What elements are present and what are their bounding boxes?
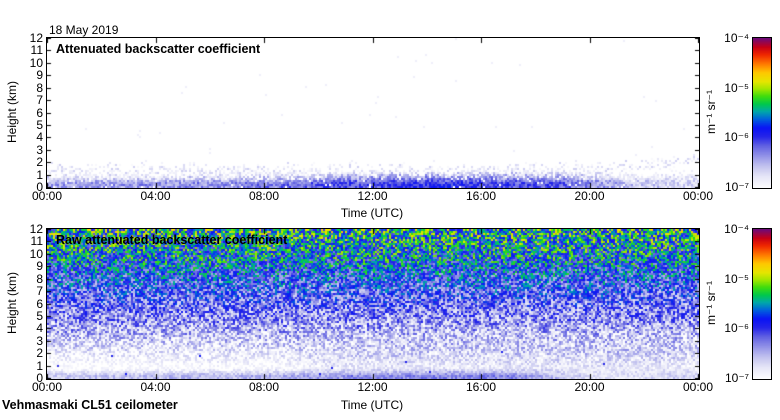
y-tick-label: 3: [36, 334, 43, 348]
colorbar-unit-label-raw: m⁻¹ sr⁻¹: [704, 281, 718, 325]
x-tick-label: 20:00: [574, 380, 605, 394]
colorbar-tick-label: 10⁻⁷: [724, 371, 749, 385]
y-tick-label: 11: [30, 234, 43, 248]
colorbar-tick-label: 10⁻⁶: [724, 130, 749, 144]
y-tick-label: 9: [36, 259, 43, 273]
date-label: 18 May 2019: [49, 23, 119, 37]
x-tick-label: 00:00: [682, 380, 714, 394]
x-tick-label: 08:00: [248, 380, 280, 394]
x-tick-label: 12:00: [357, 189, 388, 203]
colorbar-tick-label: 10⁻⁷: [724, 180, 749, 194]
x-tick-label: 12:00: [357, 380, 388, 394]
y-tick-label: 1: [36, 359, 43, 373]
y-tick-label: 3: [36, 143, 43, 157]
x-axis-label-raw: Time (UTC): [340, 398, 404, 412]
colorbar-tick-label: 10⁻⁶: [724, 321, 749, 335]
y-tick-label: 6: [36, 297, 43, 311]
heatmap-canvas-attenuated: [46, 37, 700, 189]
y-tick-label: 8: [36, 81, 43, 95]
x-tick-label: 04:00: [140, 380, 171, 394]
y-tick-label: 9: [36, 68, 43, 82]
y-tick-label: 12: [29, 31, 43, 45]
y-tick-label: 1: [36, 168, 43, 182]
y-tick-label: 0: [36, 180, 43, 194]
y-tick-label: 2: [36, 155, 43, 169]
heatmap-canvas-raw: [46, 228, 700, 380]
x-tick-label: 00:00: [682, 189, 714, 203]
x-tick-label: 20:00: [574, 189, 605, 203]
y-tick-label: 11: [30, 43, 43, 57]
x-tick-label: 04:00: [140, 189, 171, 203]
x-tick-label: 00:00: [31, 380, 63, 394]
x-tick-label: 08:00: [248, 189, 280, 203]
y-tick-label: 4: [36, 321, 43, 335]
y-tick-label: 10: [29, 56, 43, 70]
colorbar-tick-label: 10⁻⁵: [724, 272, 749, 286]
panel-title-raw: Raw attenuated backscatter coefficient: [56, 233, 288, 247]
colorbar-tick-label: 10⁻⁴: [724, 222, 749, 236]
colorbar-tick-label: 10⁻⁴: [724, 31, 749, 45]
y-tick-label: 2: [36, 346, 43, 360]
y-tick-label: 5: [36, 309, 43, 323]
y-tick-label: 12: [29, 222, 43, 236]
y-tick-label: 0: [36, 371, 43, 385]
colorbar-attenuated: [752, 37, 772, 189]
y-tick-label: 8: [36, 272, 43, 286]
colorbar-unit-label-attenuated: m⁻¹ sr⁻¹: [704, 90, 718, 134]
x-tick-label: 16:00: [465, 380, 497, 394]
x-tick-label: 00:00: [31, 189, 63, 203]
y-tick-label: 10: [29, 247, 43, 261]
colorbar-tick-label: 10⁻⁵: [724, 81, 749, 95]
x-tick-label: 16:00: [465, 189, 497, 203]
panel-title-attenuated: Attenuated backscatter coefficient: [56, 42, 261, 56]
y-tick-label: 6: [36, 106, 43, 120]
y-tick-label: 4: [36, 130, 43, 144]
y-tick-label: 5: [36, 118, 43, 132]
y-tick-label: 7: [36, 93, 43, 107]
colorbar-raw: [752, 228, 772, 380]
x-axis-label-attenuated: Time (UTC): [340, 206, 404, 220]
y-tick-label: 7: [36, 284, 43, 298]
station-label: Vehmasmaki CL51 ceilometer: [2, 398, 178, 412]
